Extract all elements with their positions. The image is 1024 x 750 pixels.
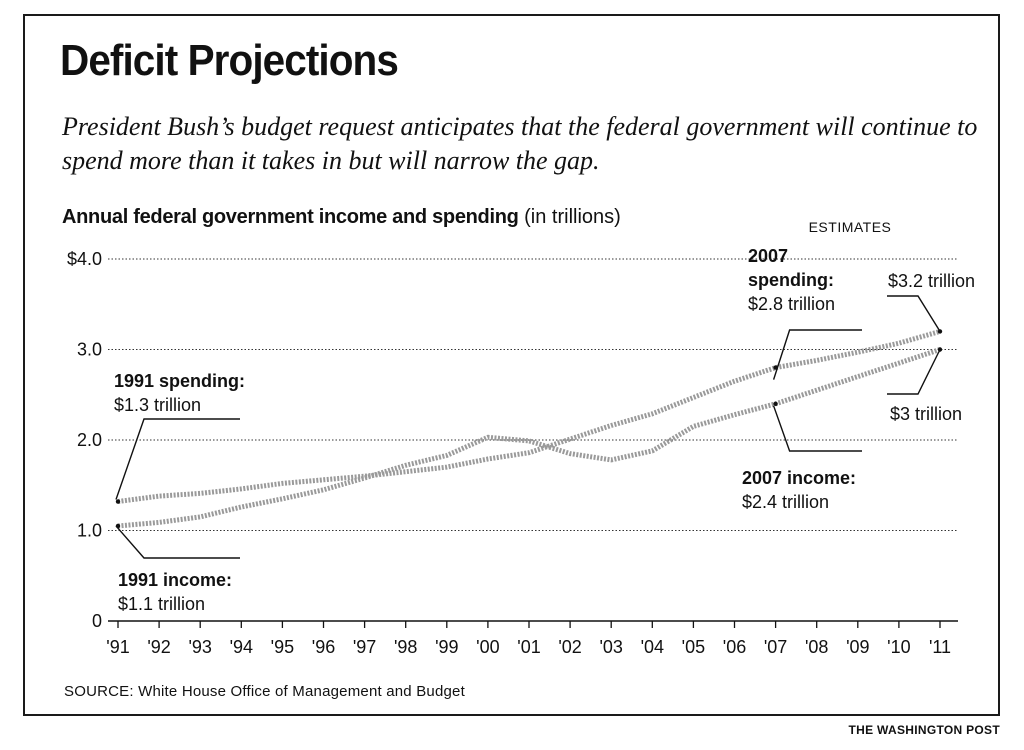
leader-2011-spending	[887, 295, 941, 332]
x-tick-label: '02	[558, 637, 581, 657]
source-note: SOURCE: White House Office of Management…	[64, 683, 465, 700]
axis-layer: 0 1.0 2.0 3.0 $4.0 '91 '92 '93 '94 '95 '96 '97 '98 '9…	[67, 249, 951, 657]
x-tick-label: '11	[929, 637, 951, 657]
x-tick-label: '04	[641, 637, 664, 657]
leader-1991-spending	[115, 418, 240, 500]
chart-title: Deficit Projections	[60, 36, 399, 85]
ann-1991-income-line: 1991 income:	[118, 570, 232, 590]
leader-2011-income	[887, 349, 941, 395]
x-tick-label: '93	[188, 637, 211, 657]
chart-heading-main: Annual federal government income and spe…	[62, 206, 519, 228]
y-tick-label: $4.0	[67, 249, 102, 269]
x-tick-label: '97	[353, 637, 376, 657]
x-tick-label: '06	[723, 637, 746, 657]
ann-2011-spending: $3.2 trillion	[888, 271, 975, 291]
ann-2007-income-line: $2.4 trillion	[742, 492, 829, 512]
x-tick-label: '05	[682, 637, 705, 657]
y-tick-label: 0	[92, 611, 102, 631]
x-tick-label: '94	[230, 637, 253, 657]
ann-2011-income: $3 trillion	[890, 404, 962, 424]
chart-heading-unit: (in trillions)	[524, 206, 621, 228]
y-tick-label: 3.0	[77, 340, 102, 360]
y-tick-label: 2.0	[77, 430, 102, 450]
ann-2007-spending: 2007 spending: $2.8 trillion	[748, 246, 835, 314]
estimates-label: ESTIMATES	[809, 219, 892, 235]
ann-2007-spending-line: 2007	[748, 246, 788, 266]
spending-point	[115, 499, 121, 504]
ann-2007-income: 2007 income: $2.4 trillion	[742, 468, 856, 512]
spending-line	[117, 328, 941, 504]
x-tick-label: '09	[846, 637, 869, 657]
ann-1991-spending-line: $1.3 trillion	[114, 395, 201, 415]
income-line	[117, 347, 941, 529]
chart-heading: Annual federal government income and spe…	[62, 206, 621, 229]
x-tick-label: '99	[435, 637, 458, 657]
x-tick-label: '91	[106, 637, 129, 657]
ann-1991-spending: 1991 spending: $1.3 trillion	[114, 371, 245, 415]
x-tick-label: '08	[805, 637, 828, 657]
x-tick-label: '96	[312, 637, 335, 657]
annotation-leaders	[115, 295, 941, 559]
x-tick-label: '03	[599, 637, 622, 657]
x-tick-label: '10	[887, 637, 910, 657]
ann-2011-income-line: $3 trillion	[890, 404, 962, 424]
x-tick-label: '00	[476, 637, 499, 657]
ann-2011-spending-line: $3.2 trillion	[888, 271, 975, 291]
x-tick-label: '07	[764, 637, 787, 657]
x-tick-label: '92	[147, 637, 170, 657]
x-tick-label: '95	[271, 637, 294, 657]
x-tick-label: '98	[394, 637, 417, 657]
y-tick-label: 1.0	[77, 521, 102, 541]
leader-1991-income	[115, 525, 240, 559]
income-point	[773, 401, 778, 406]
leader-2007-spending	[772, 329, 862, 380]
ann-1991-spending-line: 1991 spending:	[114, 371, 245, 391]
publisher-credit: THE WASHINGTON POST	[848, 723, 1000, 737]
chart-subtitle: President Bush’s budget request anticipa…	[62, 112, 978, 175]
ann-2007-income-line: 2007 income:	[742, 468, 856, 488]
x-tick-label: '01	[517, 637, 540, 657]
ann-1991-income-line: $1.1 trillion	[118, 594, 205, 614]
leader-2007-income	[772, 405, 862, 452]
graphic-frame	[23, 14, 1000, 716]
ann-1991-income: 1991 income: $1.1 trillion	[118, 570, 232, 614]
ann-2007-spending-line: spending:	[748, 270, 834, 290]
annotation-layer: 1991 spending: $1.3 trillion 1991 income: $…	[114, 246, 975, 614]
ann-2007-spending-line: $2.8 trillion	[748, 294, 835, 314]
